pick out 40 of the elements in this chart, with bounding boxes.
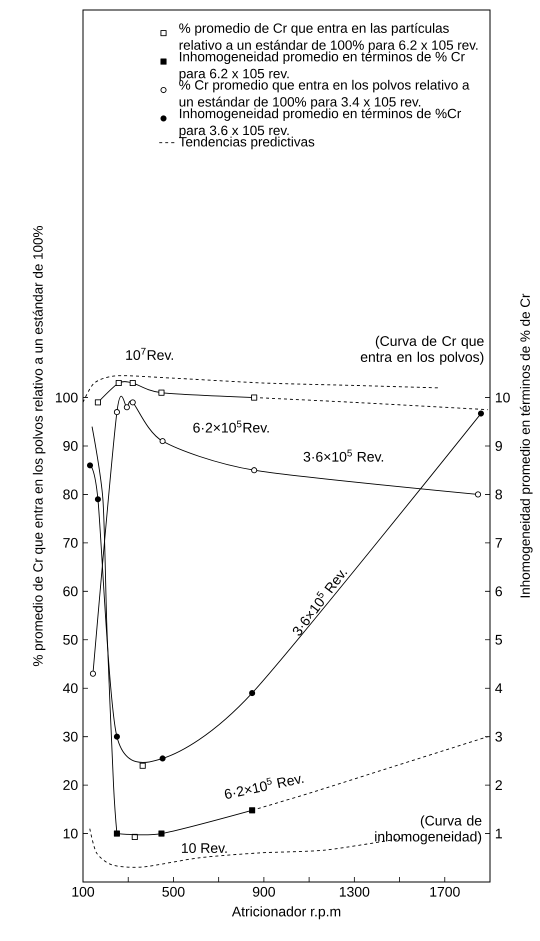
y-tick-label: 40 (62, 683, 78, 694)
y-tick-label: 10 (64, 828, 78, 838)
y-tick-label: 100 (56, 392, 78, 402)
x-tick-label: 900 (252, 886, 275, 897)
y2-tick-label: 2 (496, 780, 502, 790)
legend-label: Inhomogeneidad promedio en términos de % Cr para 6.2 x 105 rev. (180, 51, 465, 81)
y-tick-label: 50 (63, 634, 78, 645)
annotation: (Curva de Cr que entra en los polvos) (360, 336, 484, 365)
y2-axis-title: Inhomogeneidad promedio en términos de % de Cr (520, 294, 533, 598)
y-tick-label: 80 (63, 489, 78, 500)
y2-tick-label: 7 (496, 538, 502, 548)
annotation: 3·6×10$^{5}$ Rev. (304, 450, 384, 462)
y-tick-label: 70 (63, 538, 78, 548)
y-tick-label: 30 (63, 732, 78, 742)
y2-tick-label: 6 (496, 586, 502, 596)
annotation: 6·2×10$^{5}$Rev. (193, 420, 269, 433)
legend-label: Tendencias predictivas (179, 136, 314, 150)
x-tick-label: 1300 (340, 886, 370, 897)
y2-tick-label: 1 (496, 828, 502, 838)
x-axis-title: Atricionador r.p.m (232, 906, 340, 920)
legend-label: Inhomogeneidad promedio en términos de %Cr para 3.6 x 105 rev. (180, 108, 462, 138)
y2-tick-label: 5 (495, 634, 502, 645)
annotation: 10$^{7}$Rev. (126, 348, 173, 360)
y-tick-label: 20 (63, 780, 78, 790)
y-tick-label: 60 (63, 586, 78, 596)
x-tick-label: 1700 (430, 886, 460, 897)
annotation: 10 Rev. (182, 843, 227, 854)
x-tick-label: 100 (72, 886, 94, 897)
y2-tick-label: 3 (495, 732, 502, 742)
annotation: (Curva de inhomogeneidad) (375, 815, 482, 844)
y-tick-label: 90 (63, 441, 78, 451)
y-axis-title: % promedio de Cr que entra en los polvos relativo a un estándar de 100% (32, 226, 46, 666)
y2-tick-label: 10 (496, 392, 510, 402)
y2-tick-label: 4 (495, 683, 502, 694)
legend-label: % promedio de Cr que entra en las partículas relativo a un estándar de 100% para 6.2 x 105 rev. (179, 22, 478, 53)
y2-tick-label: 9 (496, 441, 502, 451)
y2-tick-label: 8 (495, 489, 502, 500)
annotation: 6·2×10$^{5}$ Rev. (224, 776, 304, 799)
x-tick-label: 500 (162, 886, 185, 897)
legend-label: % Cr promedio que entra en los polvos relativo a un estándar de 100% para 3.4 x 105 rev. (179, 80, 470, 110)
